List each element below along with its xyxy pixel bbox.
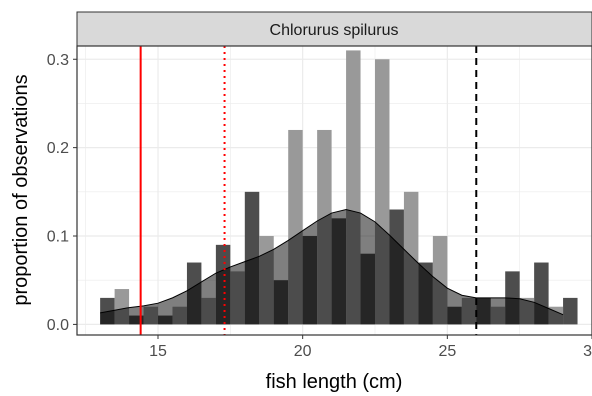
x-tick-label: 25 (438, 343, 456, 360)
y-tick-label: 0.1 (47, 229, 69, 246)
x-axis-title: fish length (cm) (266, 371, 403, 393)
y-axis: 0.0 0.1 0.2 0.3 (47, 52, 77, 334)
facet-strip: Chlorurus spilurus (76, 11, 592, 47)
histogram-bar (563, 297, 578, 325)
x-tick-label: 20 (294, 343, 312, 360)
reference-lines (139, 46, 478, 335)
x-axis: 15 20 25 30 (149, 335, 592, 360)
density-curve-group (100, 208, 564, 325)
facet-strip-background (76, 11, 592, 47)
x-tick-label: 15 (149, 343, 167, 360)
density-line (100, 208, 564, 316)
y-tick-label: 0.3 (47, 52, 69, 69)
y-axis-title: proportion of observations (10, 74, 32, 305)
panel-border (76, 45, 592, 336)
y-tick-label: 0.0 (47, 317, 69, 334)
y-tick-label: 0.2 (47, 140, 69, 157)
x-tick-label: 30 (583, 343, 592, 360)
facet-strip-label: Chlorurus spilurus (270, 22, 399, 39)
plot-panel (76, 45, 592, 336)
density-area (100, 209, 564, 325)
